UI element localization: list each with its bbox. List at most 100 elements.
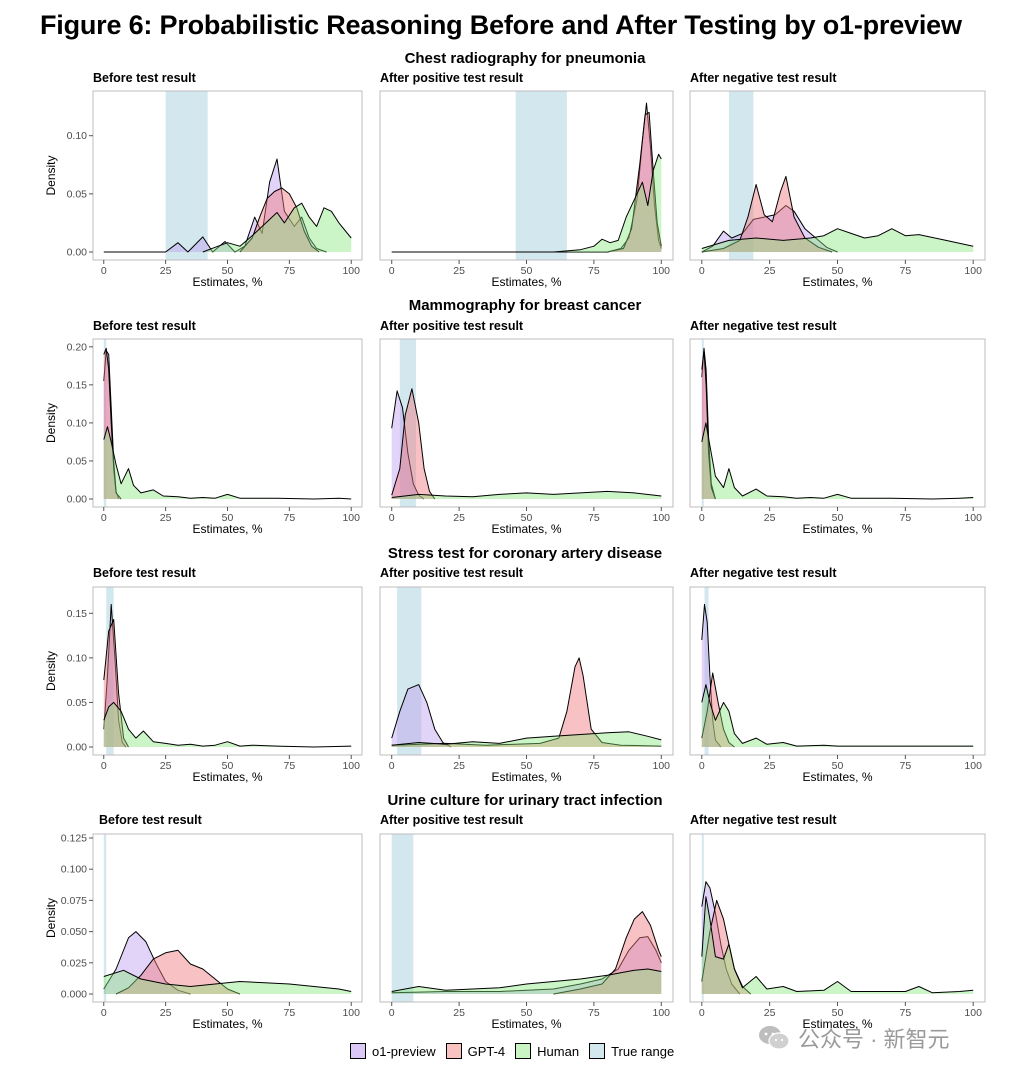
x-tick-label: 0 xyxy=(101,265,107,277)
density-line-human xyxy=(701,422,974,500)
legend-swatch-human xyxy=(515,1043,532,1059)
density-area-human xyxy=(553,154,662,252)
x-tick-label: 100 xyxy=(653,265,671,277)
panel-subtitle: After positive test result xyxy=(380,71,524,85)
x-tick-label: 100 xyxy=(964,512,982,524)
x-tick-label: 75 xyxy=(284,760,296,772)
density-line-human xyxy=(103,426,352,500)
legend-item-true-range: True range xyxy=(589,1043,674,1059)
density-area-gpt-4 xyxy=(701,176,833,252)
wechat-icon xyxy=(759,1026,790,1050)
x-axis-label: Estimates, % xyxy=(192,275,262,289)
figure-title: Figure 6: Probabilistic Reasoning Before… xyxy=(40,10,962,40)
panel-4-after-positive-test-result: After positive test result 0 25 50 75 100 Esti… xyxy=(379,813,674,1031)
density-line-human xyxy=(103,701,352,748)
legend-swatch-true-range xyxy=(589,1043,606,1059)
x-tick-label: 75 xyxy=(284,512,296,524)
x-tick-label: 50 xyxy=(521,760,533,772)
x-tick-label: 50 xyxy=(521,265,533,277)
y-tick-label: 0.00 xyxy=(67,247,88,259)
true-range-band xyxy=(391,834,414,1002)
density-line-human xyxy=(391,968,662,992)
density-area-human xyxy=(701,228,974,252)
panel-2-after-positive-test-result: After positive test result 0 25 50 75 100 Esti… xyxy=(379,319,674,536)
density-area-human xyxy=(202,203,352,252)
x-tick-label: 0 xyxy=(699,512,705,524)
panel-1-after-positive-test-result: After positive test result 0 25 50 75 100 Esti… xyxy=(379,71,674,289)
density-line-o1-preview xyxy=(391,936,662,994)
density-line-o1-preview xyxy=(701,205,838,253)
y-tick-label: 0.15 xyxy=(67,608,88,620)
panel-frame xyxy=(92,338,363,508)
legend-swatch-o1-preview xyxy=(350,1043,366,1059)
true-range-band xyxy=(399,339,416,507)
watermark-text: 公众号 · 新智元 xyxy=(798,1027,950,1052)
x-tick-label: 100 xyxy=(964,265,982,277)
y-tick-label: 0.000 xyxy=(61,989,87,1001)
row-title-chest-radiography-for-pneumonia: Chest radiography for pneumonia xyxy=(405,50,647,67)
true-range-band xyxy=(103,339,107,507)
x-axis-label: Estimates, % xyxy=(192,770,262,784)
true-range-band xyxy=(397,587,422,755)
row-title-stress-test-for-coronary-artery-disease: Stress test for coronary artery disease xyxy=(388,545,662,562)
x-tick-label: 25 xyxy=(764,760,776,772)
y-tick-label: 0.10 xyxy=(67,652,88,664)
density-line-o1-preview xyxy=(391,390,425,500)
watermark: 公众号 · 新智元 xyxy=(758,1022,950,1054)
x-tick-label: 75 xyxy=(900,760,912,772)
density-line-o1-preview xyxy=(103,603,127,748)
y-axis-label: Density xyxy=(44,403,58,443)
legend-label-o1-preview: o1-preview xyxy=(372,1043,436,1059)
x-tick-label: 25 xyxy=(160,512,172,524)
x-axis-label: Estimates, % xyxy=(192,522,262,536)
x-tick-label: 100 xyxy=(342,760,360,772)
x-tick-label: 75 xyxy=(588,760,600,772)
true-range-band xyxy=(704,587,709,755)
legend-item-o1-preview: o1-preview xyxy=(350,1043,436,1059)
panel-frame xyxy=(379,586,674,756)
x-tick-label: 75 xyxy=(588,512,600,524)
density-line-gpt-4 xyxy=(115,949,241,995)
row-title-mammography-for-breast-cancer: Mammography for breast cancer xyxy=(409,297,642,314)
true-range-band xyxy=(106,587,114,755)
legend-label-gpt-4: GPT-4 xyxy=(467,1043,506,1059)
x-tick-label: 100 xyxy=(653,1007,671,1019)
density-area-gpt-4 xyxy=(701,900,751,994)
panel-frame xyxy=(379,338,674,508)
y-axis-label: Density xyxy=(44,651,58,691)
density-area-gpt-4 xyxy=(239,188,320,252)
density-line-o1-preview xyxy=(391,684,452,748)
panel-4-after-negative-test-result: After negative test result 0 25 50 75 100 Esti… xyxy=(689,813,986,1031)
density-area-gpt-4 xyxy=(607,112,662,253)
x-tick-label: 50 xyxy=(222,265,234,277)
x-axis-label: Estimates, % xyxy=(491,522,561,536)
panel-subtitle: After negative test result xyxy=(690,319,837,333)
x-tick-label: 75 xyxy=(900,1007,912,1019)
x-tick-label: 0 xyxy=(101,760,107,772)
x-tick-label: 0 xyxy=(389,512,395,524)
y-axis-label: Density xyxy=(44,898,58,938)
x-tick-label: 25 xyxy=(764,1007,776,1019)
density-area-human xyxy=(103,970,352,994)
true-range-band xyxy=(515,91,567,260)
density-area-o1-preview xyxy=(391,390,425,499)
x-tick-label: 25 xyxy=(160,760,172,772)
true-range-band xyxy=(165,91,208,260)
x-tick-label: 0 xyxy=(389,1007,395,1019)
y-tick-label: 0.05 xyxy=(67,455,88,467)
x-tick-label: 25 xyxy=(453,265,465,277)
y-axis-label: Density xyxy=(44,155,58,195)
density-area-gpt-4 xyxy=(103,619,129,747)
density-area-human xyxy=(701,896,974,994)
x-tick-label: 0 xyxy=(389,760,395,772)
density-area-human xyxy=(701,422,974,499)
density-line-human xyxy=(103,969,352,992)
density-line-human xyxy=(391,490,662,498)
panel-subtitle: After negative test result xyxy=(690,566,837,580)
x-axis-label: Estimates, % xyxy=(491,1017,561,1031)
density-area-gpt-4 xyxy=(116,950,240,994)
x-tick-label: 25 xyxy=(160,265,172,277)
density-area-gpt-4 xyxy=(553,911,662,994)
density-line-gpt-4 xyxy=(103,347,122,500)
true-range-band xyxy=(701,339,704,507)
